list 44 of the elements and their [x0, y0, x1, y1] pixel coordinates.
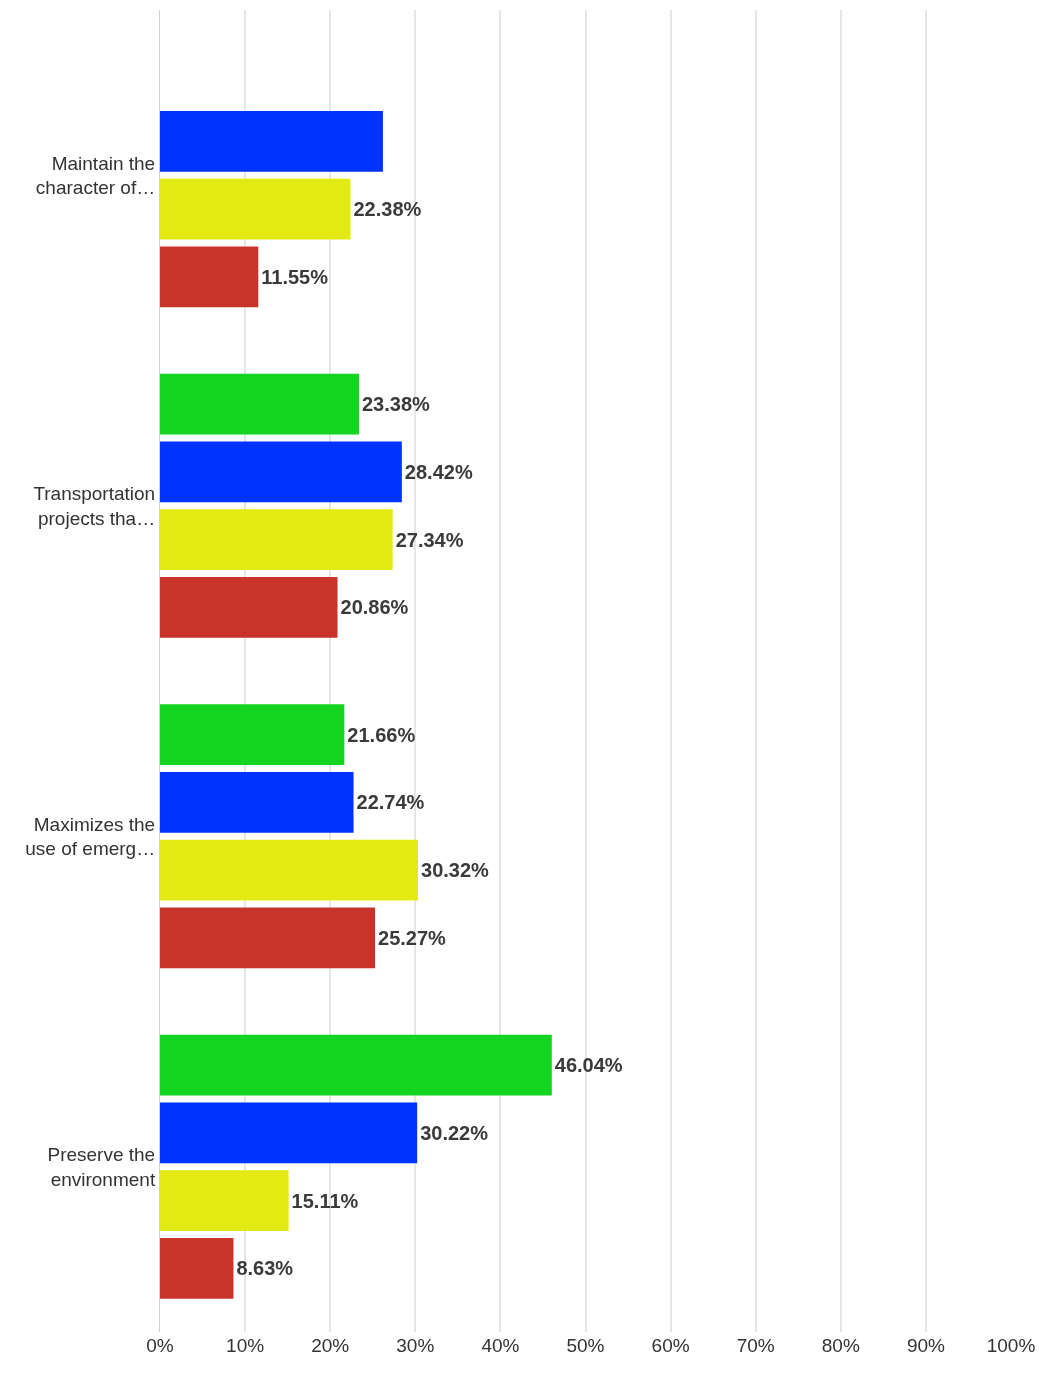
x-tick-label: 0% [146, 1335, 174, 1356]
data-label: 30.32% [421, 859, 490, 882]
data-label: 28.42% [404, 460, 473, 483]
bar [160, 441, 402, 503]
bar [160, 246, 259, 308]
data-label: 27.34% [395, 528, 464, 551]
data-label: 30.22% [420, 1121, 489, 1144]
bar [160, 1170, 289, 1232]
x-tick-label: 70% [736, 1335, 775, 1356]
x-tick-label: 40% [481, 1335, 520, 1356]
x-tick-label: 30% [396, 1335, 435, 1356]
bar [160, 1034, 552, 1096]
data-label: 21.66% [347, 723, 416, 746]
data-label: 8.63% [236, 1257, 294, 1280]
data-label: 22.38% [353, 198, 422, 221]
data-label: 22.74% [356, 791, 425, 814]
bar [160, 704, 345, 766]
bar [160, 576, 338, 638]
bar [160, 839, 419, 901]
bar [160, 110, 383, 172]
y-tick-label: Transportation projects tha… [33, 483, 156, 529]
y-tick-label: Preserve the environment [47, 1144, 156, 1190]
data-label: 11.55% [261, 265, 329, 288]
y-tick-label: Maintain the character of… [35, 152, 156, 199]
x-tick-label: 50% [566, 1335, 605, 1356]
bar [160, 907, 376, 969]
x-tick-label: 80% [821, 1335, 860, 1356]
x-tick-label: 20% [311, 1335, 350, 1356]
data-label: 15.11% [291, 1189, 359, 1212]
x-tick-label: 60% [651, 1335, 690, 1356]
y-tick-label: Maximizes the use of emerg… [25, 813, 156, 860]
bar [160, 509, 393, 571]
data-label: 46.04% [554, 1054, 623, 1077]
bar [160, 373, 359, 435]
x-tick-label: 100% [986, 1335, 1036, 1356]
bar [160, 1237, 234, 1299]
bar [160, 1102, 418, 1164]
data-label: 20.86% [340, 596, 409, 619]
bar [160, 178, 351, 240]
bar [160, 771, 354, 833]
data-label: 23.38% [361, 393, 431, 416]
x-tick-label: 10% [226, 1335, 265, 1356]
x-tick-label: 90% [906, 1335, 946, 1356]
data-label: 25.27% [378, 926, 447, 949]
